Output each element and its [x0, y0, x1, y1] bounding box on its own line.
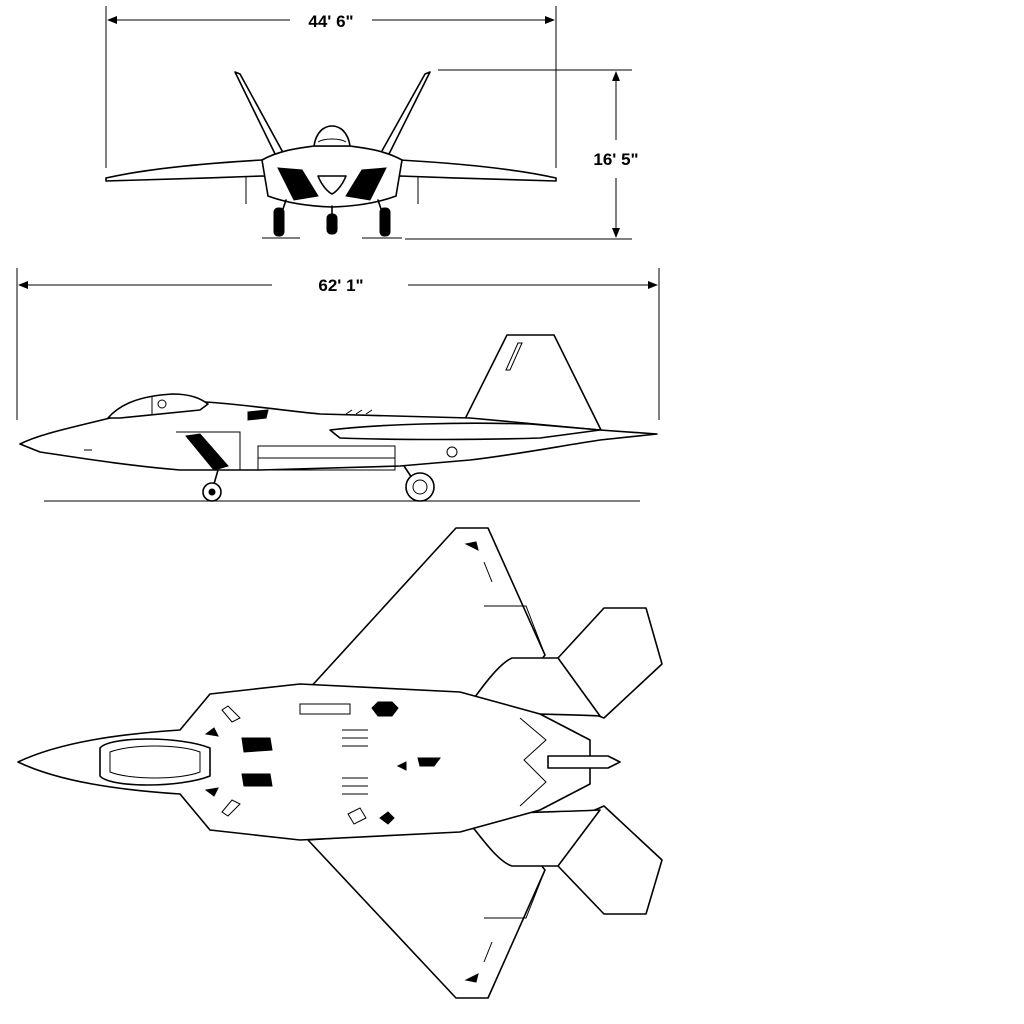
length-dimension: 62' 1" [16, 268, 660, 420]
front-view [105, 71, 557, 239]
side-view [19, 334, 658, 502]
wingspan-label: 44' 6" [308, 12, 353, 31]
top-view [17, 527, 663, 999]
length-label: 62' 1" [318, 276, 363, 295]
height-dimension: 16' 5" [405, 69, 639, 240]
height-label: 16' 5" [593, 150, 638, 169]
wingspan-dimension: 44' 6" [105, 6, 557, 168]
